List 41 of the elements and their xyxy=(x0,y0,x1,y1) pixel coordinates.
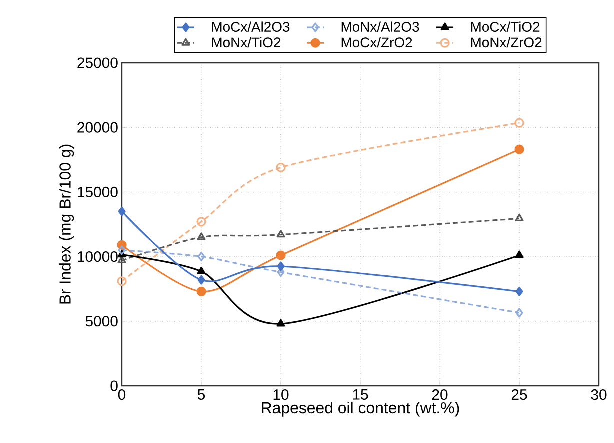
y-axis-title: Br Index (mg Br/100 g) xyxy=(59,144,74,304)
x-tick-label: 25 xyxy=(512,390,528,400)
y-tick-label: 0 xyxy=(110,380,118,392)
point xyxy=(515,214,524,222)
legend-label: MoCx/TiO2 xyxy=(471,22,540,32)
y-tick-label: 5000 xyxy=(86,316,118,327)
legend-label: MoCx/Al2O3 xyxy=(212,22,290,32)
legend-label: MoNx/ZrO2 xyxy=(471,37,542,48)
y-tick-label: 10000 xyxy=(78,252,118,262)
x-tick-label: 0 xyxy=(118,390,126,400)
y-tick-label: 15000 xyxy=(78,186,118,198)
point xyxy=(196,217,206,227)
point xyxy=(197,266,206,274)
point xyxy=(514,144,524,154)
point xyxy=(117,276,127,286)
point xyxy=(276,319,286,327)
point xyxy=(516,308,524,318)
x-tick-label: 15 xyxy=(353,390,368,400)
x-tick-label: 30 xyxy=(591,390,607,400)
point xyxy=(198,252,206,262)
x-tick-label: 5 xyxy=(198,390,206,400)
point xyxy=(276,162,286,172)
point xyxy=(276,230,286,238)
legend-label: MoCx/ZrO2 xyxy=(342,37,412,48)
point xyxy=(276,250,286,260)
point xyxy=(198,275,206,285)
point xyxy=(118,206,126,216)
legend-label: MoNx/TiO2 xyxy=(212,37,281,48)
point xyxy=(277,262,285,272)
x-tick-label: 10 xyxy=(274,390,289,400)
point xyxy=(197,232,206,240)
y-tick-label: 25000 xyxy=(78,58,118,68)
point xyxy=(515,250,524,258)
point xyxy=(516,286,524,296)
x-axis-title: Rapeseed oil content (wt.%) xyxy=(262,402,460,417)
point xyxy=(196,286,206,296)
legend-label: MoNx/Al2O3 xyxy=(342,22,420,32)
point xyxy=(514,118,524,128)
y-tick-label: 20000 xyxy=(78,122,118,133)
x-tick-label: 20 xyxy=(432,390,448,400)
point xyxy=(118,246,126,256)
